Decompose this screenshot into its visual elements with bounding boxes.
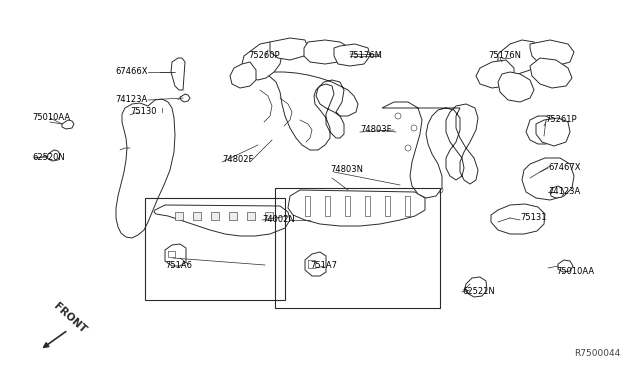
Text: 75176M: 75176M bbox=[348, 51, 382, 60]
Polygon shape bbox=[238, 72, 358, 150]
Text: 67466X: 67466X bbox=[115, 67, 148, 77]
Text: FRONT: FRONT bbox=[52, 301, 88, 335]
Polygon shape bbox=[47, 150, 60, 161]
Polygon shape bbox=[550, 186, 564, 198]
Text: 75261P: 75261P bbox=[545, 115, 577, 125]
Polygon shape bbox=[211, 212, 219, 220]
Polygon shape bbox=[476, 60, 514, 88]
Polygon shape bbox=[62, 120, 74, 129]
Polygon shape bbox=[171, 58, 185, 90]
Text: 74803F: 74803F bbox=[360, 125, 392, 135]
Polygon shape bbox=[175, 212, 183, 220]
Polygon shape bbox=[465, 277, 487, 297]
Polygon shape bbox=[522, 158, 574, 200]
Text: 74002N: 74002N bbox=[262, 215, 295, 224]
Polygon shape bbox=[498, 72, 534, 102]
Polygon shape bbox=[526, 116, 554, 144]
Text: 62520N: 62520N bbox=[32, 154, 65, 163]
Polygon shape bbox=[304, 40, 350, 64]
Polygon shape bbox=[180, 94, 190, 102]
Text: 75010AA: 75010AA bbox=[556, 267, 594, 276]
Polygon shape bbox=[270, 38, 308, 60]
Text: 75260P: 75260P bbox=[248, 51, 280, 60]
Polygon shape bbox=[229, 212, 237, 220]
Text: 62521N: 62521N bbox=[462, 288, 495, 296]
Polygon shape bbox=[247, 212, 255, 220]
Polygon shape bbox=[530, 40, 574, 66]
Text: 75176N: 75176N bbox=[488, 51, 521, 60]
Text: 74123A: 74123A bbox=[548, 187, 580, 196]
Text: 74802F: 74802F bbox=[222, 155, 253, 164]
Polygon shape bbox=[193, 212, 201, 220]
Text: 75130: 75130 bbox=[130, 108, 157, 116]
Polygon shape bbox=[558, 260, 573, 272]
Text: 751A7: 751A7 bbox=[310, 260, 337, 269]
Text: 67467X: 67467X bbox=[548, 164, 580, 173]
Text: R7500044: R7500044 bbox=[573, 349, 620, 358]
Polygon shape bbox=[230, 62, 256, 88]
Text: 75010AA: 75010AA bbox=[32, 113, 70, 122]
Polygon shape bbox=[536, 118, 570, 146]
Polygon shape bbox=[530, 58, 572, 88]
Text: 75131: 75131 bbox=[520, 214, 547, 222]
Polygon shape bbox=[491, 204, 545, 234]
Polygon shape bbox=[265, 212, 273, 220]
Text: 74803N: 74803N bbox=[330, 166, 363, 174]
Polygon shape bbox=[154, 205, 290, 236]
Text: 751A6: 751A6 bbox=[165, 260, 192, 269]
Polygon shape bbox=[116, 99, 175, 238]
Polygon shape bbox=[165, 244, 186, 266]
Bar bbox=[145, 198, 285, 300]
Text: 74123A: 74123A bbox=[116, 96, 148, 105]
Polygon shape bbox=[382, 102, 478, 198]
Polygon shape bbox=[288, 190, 425, 226]
Polygon shape bbox=[242, 42, 282, 80]
Polygon shape bbox=[334, 44, 370, 66]
Bar bbox=[275, 188, 440, 308]
Polygon shape bbox=[305, 252, 326, 276]
Polygon shape bbox=[498, 40, 540, 74]
